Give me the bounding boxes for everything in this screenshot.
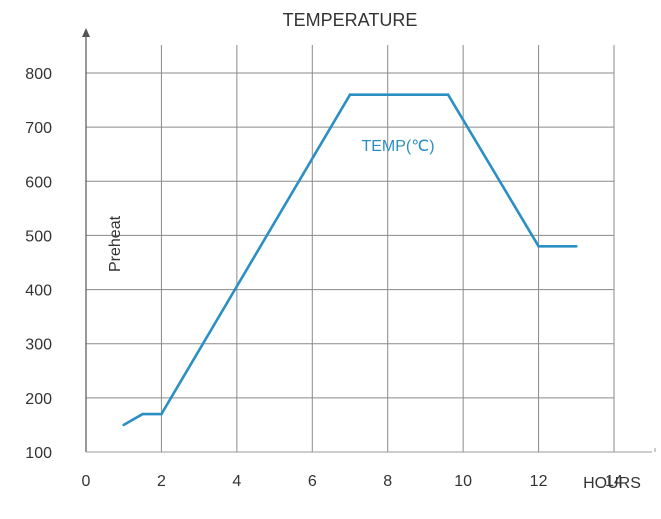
x-tick-label: 2: [157, 473, 166, 490]
x-axis-label: HOURS: [583, 475, 641, 492]
data-point: [122, 423, 126, 427]
y-tick-labels: 100 200 300 400 500 600 700 800: [25, 66, 52, 462]
y-axis-arrow-icon: [82, 28, 90, 37]
series-label: TEMP(℃): [361, 138, 434, 155]
data-point: [348, 93, 352, 96]
y-tick-label: 500: [25, 228, 52, 245]
series-line-temp: [123, 93, 577, 427]
y-tick-label: 700: [25, 120, 52, 137]
data-point: [537, 244, 540, 248]
y-tick-label: 300: [25, 337, 52, 354]
y-tick-label: 200: [25, 391, 52, 408]
y-tick-label: 600: [25, 174, 52, 191]
data-point: [141, 412, 144, 416]
x-tick-labels: 0 2 4 6 8 10 12 14: [82, 473, 623, 490]
preheat-annotation: Preheat: [107, 215, 124, 272]
x-tick-label: 14: [605, 473, 623, 490]
x-tick-label: 0: [82, 473, 91, 490]
y-tick-label: 800: [25, 66, 52, 83]
y-tick-label: 400: [25, 283, 52, 300]
data-point: [574, 244, 578, 248]
x-tick-label: 4: [232, 473, 241, 490]
x-tick-label: 8: [383, 473, 392, 490]
series-layer: [122, 93, 578, 427]
data-point: [446, 93, 450, 96]
data-point: [160, 412, 163, 416]
grid: [86, 45, 615, 452]
x-tick-label: 12: [530, 473, 548, 490]
chart-title: TEMPERATURE: [283, 10, 418, 30]
x-tick-label: 6: [308, 473, 317, 490]
y-tick-label: 100: [25, 445, 52, 462]
x-tick-label: 10: [454, 473, 472, 490]
